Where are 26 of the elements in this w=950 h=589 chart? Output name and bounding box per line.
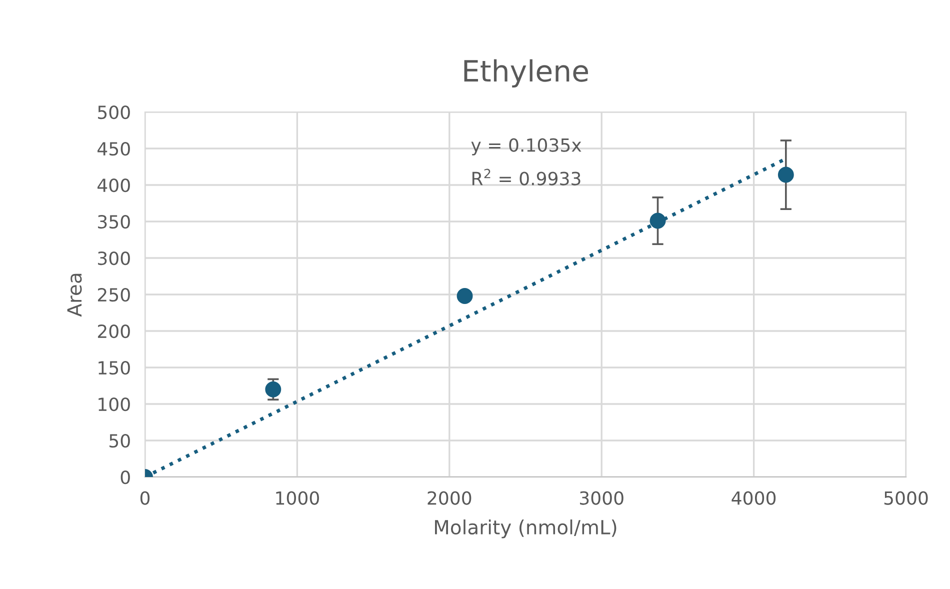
y-tick-label: 500 (98, 105, 130, 120)
point (778, 166, 794, 183)
y-tick-label: 350 (98, 214, 130, 229)
x-tick-label: 3000 (580, 491, 624, 505)
y-tick-label: 100 (98, 397, 130, 412)
y-tick-label: 250 (98, 288, 130, 302)
y-tick-label: 0 (120, 470, 130, 484)
point (265, 381, 282, 398)
x-tick-label: 4000 (732, 491, 776, 505)
y-tick-label: 300 (98, 251, 130, 266)
y-tick-label: 450 (98, 142, 130, 156)
point (650, 212, 666, 229)
chart-title: Ethylene (464, 59, 588, 88)
x-tick-label: 5000 (884, 491, 928, 505)
y-axis-title: Area (67, 274, 82, 317)
x-tick-label: 2000 (428, 491, 472, 505)
y-tick-label: 400 (98, 178, 130, 192)
x-tick-label: 0 (140, 491, 150, 505)
y-tick-label: 200 (98, 324, 130, 338)
point (456, 288, 473, 304)
y-tick-label: 50 (110, 434, 130, 448)
annotation: R$^{2}$ = 0.9933 (472, 168, 580, 186)
x-axis-title: Molarity (nmol/mL) (435, 519, 616, 538)
x-tick-label: 1000 (276, 491, 319, 505)
y-tick-label: 150 (98, 360, 130, 375)
annotation: y = 0.1035x (471, 138, 582, 156)
